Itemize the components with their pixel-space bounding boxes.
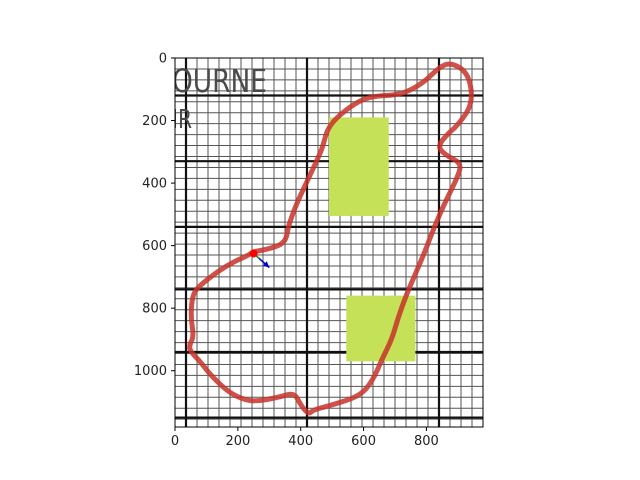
map-text-ourne: OURNE: [172, 62, 267, 100]
agent-arrow-head: [262, 261, 270, 268]
x-tick-label: 400: [288, 434, 313, 449]
agent-layer: [249, 249, 270, 269]
agent-marker: [249, 249, 258, 258]
x-tick-label: 0: [171, 434, 179, 449]
obstacle-1: [329, 117, 389, 216]
track-layer: [187, 61, 474, 416]
y-tick-label: 1000: [134, 364, 167, 379]
x-tick-label: 600: [351, 434, 376, 449]
x-tick-label: 800: [414, 434, 439, 449]
obstacles: [329, 117, 416, 362]
map-text-ir: IR: [172, 105, 192, 135]
x-tick-label: 200: [225, 434, 250, 449]
y-tick-label: 0: [159, 52, 167, 67]
track-path: [187, 61, 474, 416]
y-tick-label: 400: [142, 177, 167, 192]
y-tick-label: 600: [142, 239, 167, 254]
axes-frame: [174, 57, 484, 428]
y-tick-label: 200: [142, 114, 167, 129]
y-tick-label: 800: [142, 302, 167, 317]
axis-ticks: 0 200 400 600 800 0 200 400 600 800 1000: [134, 52, 439, 450]
